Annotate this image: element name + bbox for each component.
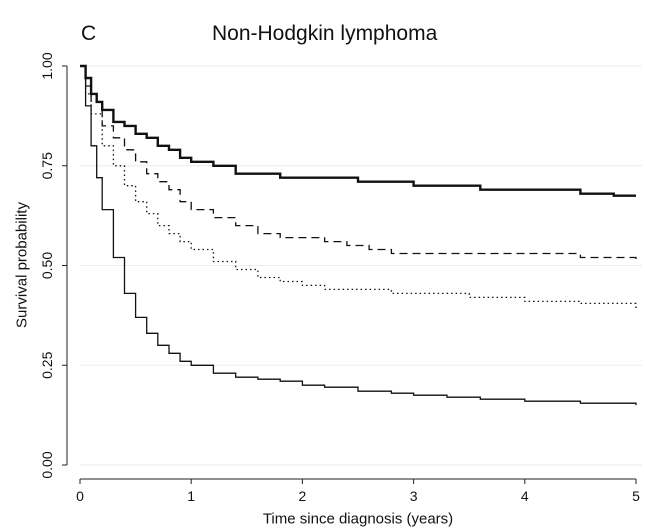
axes: 0.00 0.25 0.50 0.75 1.00 0 1 2 3 4 5 bbox=[39, 52, 640, 504]
x-tick-label: 3 bbox=[410, 488, 418, 504]
x-axis-label: Time since diagnosis (years) bbox=[262, 510, 454, 528]
series-line-2-dashed bbox=[80, 65, 637, 260]
y-tick-label: 1.00 bbox=[39, 52, 55, 79]
series-lines bbox=[80, 64, 637, 406]
panel-label: C bbox=[81, 22, 97, 45]
series-line-3-dotted bbox=[80, 65, 637, 310]
series-line-1-solid-thick bbox=[80, 64, 636, 197]
x-tick-label: 5 bbox=[632, 488, 640, 504]
chart-title: Non-Hodgkin lymphoma bbox=[212, 22, 438, 45]
y-tick-label: 0.75 bbox=[39, 152, 55, 179]
y-axis-label: Survival probability bbox=[13, 202, 31, 328]
y-tick-label: 0.25 bbox=[39, 351, 55, 378]
x-tick-label: 0 bbox=[76, 488, 84, 504]
x-tick-label: 1 bbox=[187, 488, 195, 504]
gridlines bbox=[80, 65, 642, 466]
y-tick-label: 0.00 bbox=[39, 451, 55, 478]
series-line-4-solid-thin bbox=[80, 65, 637, 406]
x-tick-label: 2 bbox=[299, 488, 307, 504]
x-tick-label: 4 bbox=[521, 488, 529, 504]
y-tick-label: 0.50 bbox=[39, 252, 55, 279]
